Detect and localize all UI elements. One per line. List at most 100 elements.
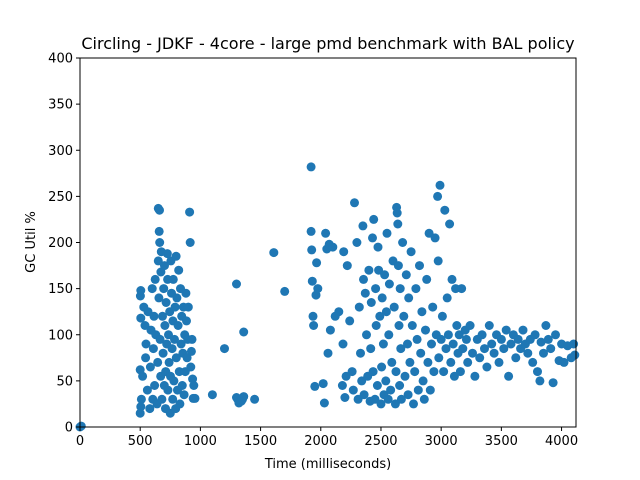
data-point: [419, 394, 429, 404]
data-point: [415, 261, 424, 271]
data-point: [377, 362, 387, 372]
data-point: [433, 191, 443, 201]
data-point: [186, 346, 196, 356]
data-point: [135, 408, 145, 418]
data-point: [387, 357, 397, 367]
data-point: [494, 357, 504, 367]
data-point: [157, 394, 167, 404]
data-point: [145, 362, 155, 372]
data-point: [427, 339, 436, 349]
data-point: [150, 274, 160, 284]
data-point: [319, 398, 329, 408]
data-point: [182, 316, 191, 326]
y-tick-label: 150: [48, 282, 73, 297]
data-point: [504, 371, 514, 381]
data-point: [442, 293, 452, 303]
data-point: [181, 288, 191, 298]
data-point: [350, 198, 359, 208]
data-point: [482, 362, 492, 372]
data-point: [530, 330, 540, 340]
data-point: [543, 334, 553, 344]
data-point: [496, 334, 506, 344]
data-point: [377, 293, 387, 303]
data-point: [168, 394, 178, 404]
data-point: [499, 344, 509, 354]
data-point: [392, 208, 402, 218]
data-point: [161, 298, 171, 307]
data-point: [76, 421, 86, 431]
data-point: [269, 248, 279, 258]
data-point: [150, 381, 160, 390]
data-point: [551, 330, 560, 340]
data-point: [339, 247, 349, 257]
data-point: [393, 219, 403, 229]
data-point: [371, 321, 381, 330]
y-tick-label: 200: [48, 236, 73, 251]
data-point: [421, 325, 430, 335]
data-point: [391, 367, 401, 377]
data-point: [307, 276, 317, 286]
data-point: [170, 334, 179, 344]
data-point: [232, 279, 241, 289]
data-point: [136, 313, 146, 323]
data-point: [523, 348, 533, 358]
data-point: [340, 393, 350, 402]
data-point: [533, 367, 542, 377]
data-point: [164, 357, 174, 367]
data-point: [511, 353, 521, 363]
data-point: [250, 394, 260, 404]
y-tick-label: 0: [65, 421, 73, 436]
data-point: [380, 270, 390, 280]
data-point: [318, 379, 328, 389]
data-point: [171, 353, 181, 363]
data-point: [138, 371, 148, 381]
data-point: [321, 228, 331, 238]
data-point: [546, 344, 556, 354]
data-point: [398, 238, 408, 247]
data-point: [513, 334, 523, 344]
data-point: [345, 316, 355, 326]
data-point: [136, 286, 146, 295]
data-point: [308, 311, 318, 321]
data-point: [470, 371, 480, 381]
data-point: [409, 399, 418, 409]
x-tick-label: 500: [128, 434, 153, 449]
data-point: [487, 339, 497, 349]
data-point: [325, 325, 335, 335]
data-point: [416, 348, 426, 358]
data-point: [518, 325, 528, 335]
data-point: [439, 367, 449, 377]
data-point: [389, 302, 399, 312]
data-point: [418, 376, 428, 386]
data-point: [407, 321, 417, 330]
data-point: [440, 205, 450, 215]
axis-ticks: 0 500 1000 1500 2000 2500 3000 3500 4000 0 50 100 15…: [48, 52, 578, 450]
data-point: [359, 390, 369, 400]
data-point: [338, 339, 348, 349]
data-point: [455, 367, 465, 377]
x-tick-label: 2500: [364, 434, 397, 449]
data-point: [384, 330, 394, 340]
data-point: [475, 353, 485, 363]
data-point: [413, 385, 423, 395]
data-point: [356, 348, 365, 358]
data-point: [147, 284, 157, 294]
data-point: [403, 339, 412, 349]
data-point: [323, 348, 333, 358]
data-point: [437, 311, 447, 321]
x-tick-label: 1000: [184, 434, 217, 449]
data-point: [160, 321, 170, 330]
data-point: [312, 258, 322, 268]
data-point: [422, 274, 432, 284]
data-point: [171, 251, 181, 261]
data-point: [447, 274, 457, 284]
data-point: [461, 334, 471, 344]
data-point: [334, 307, 344, 317]
data-point: [445, 219, 455, 229]
data-point: [405, 357, 415, 367]
data-point: [528, 357, 538, 367]
data-point: [362, 330, 371, 340]
data-point: [145, 404, 155, 414]
data-point: [425, 385, 435, 395]
